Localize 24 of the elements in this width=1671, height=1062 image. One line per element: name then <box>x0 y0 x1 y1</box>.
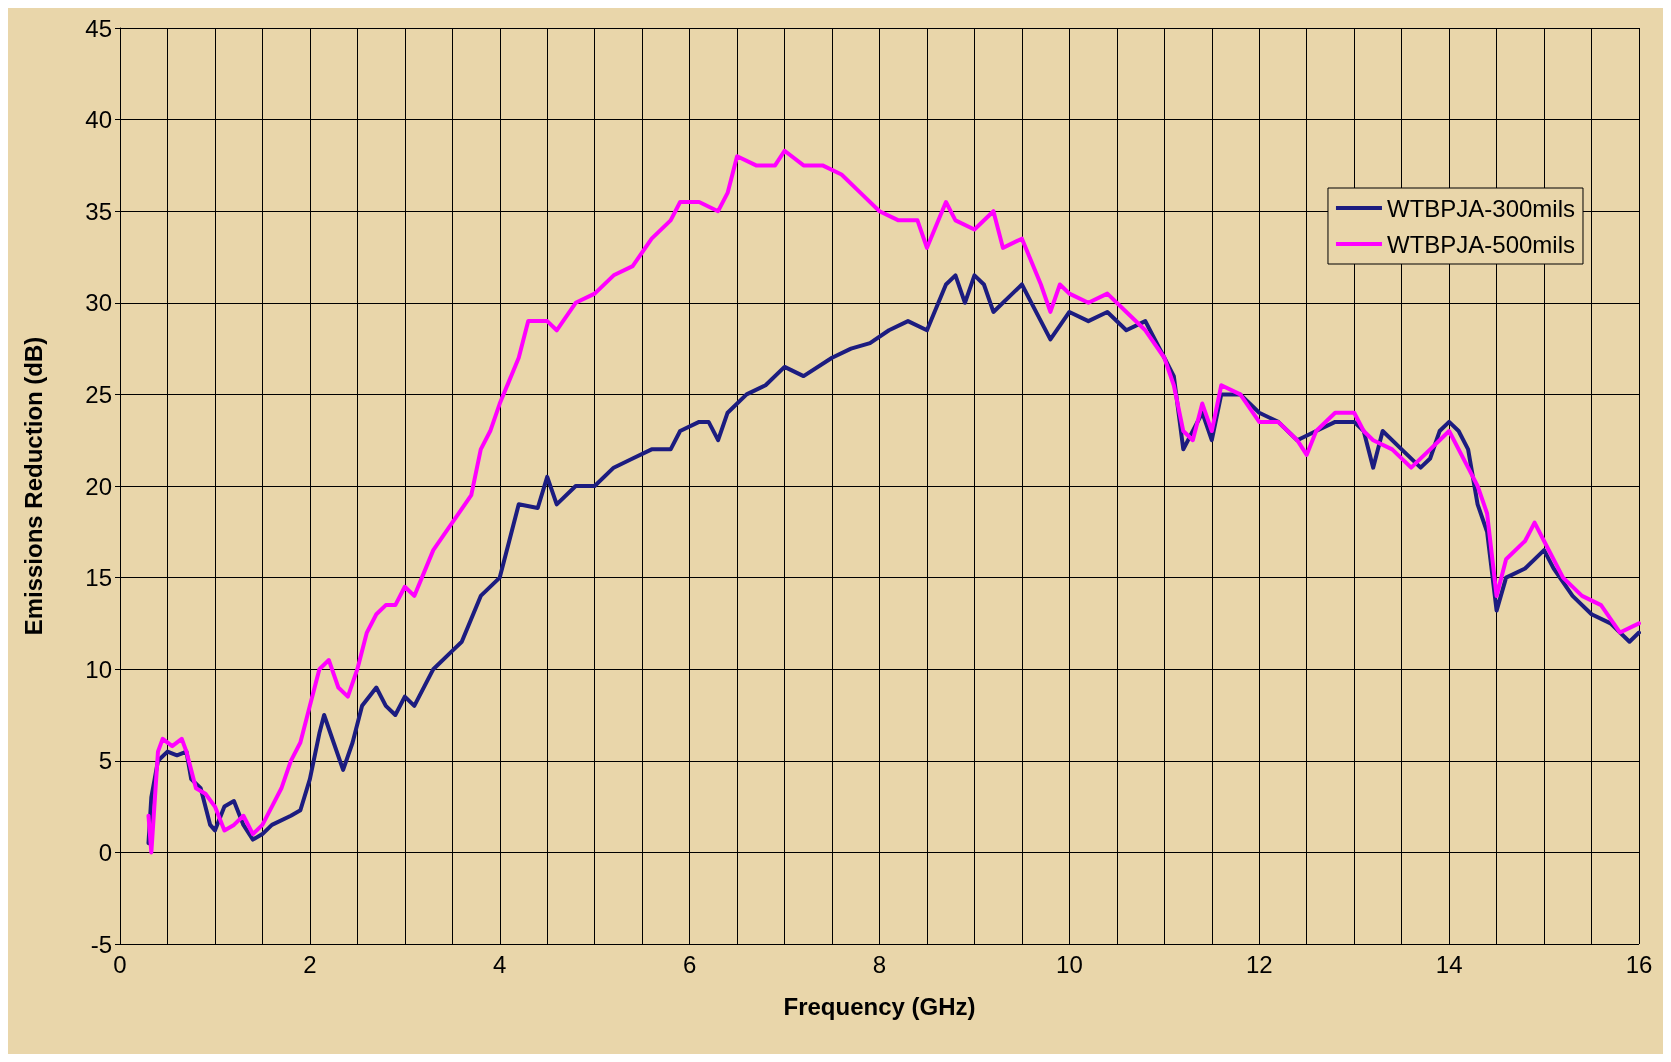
y-tick-label: 35 <box>85 197 112 225</box>
y-tick-label: 30 <box>85 289 112 317</box>
x-tick-label: 10 <box>1056 950 1083 978</box>
y-tick-label: -5 <box>90 930 112 958</box>
x-tick-label: 6 <box>682 950 697 978</box>
x-tick-label: 2 <box>303 950 317 978</box>
y-tick-label: 10 <box>85 655 112 683</box>
x-tick-label: 8 <box>872 950 887 978</box>
y-tick-label: 20 <box>85 472 112 500</box>
line-series <box>146 148 1641 855</box>
y-tick-label: 45 <box>85 14 112 42</box>
legend-label: WTBPJA-500mils <box>1386 230 1575 258</box>
y-tick-label: 15 <box>85 564 112 592</box>
y-tick-label: 5 <box>98 747 112 775</box>
x-tick-label: 4 <box>493 950 507 978</box>
y-tick-label: 25 <box>85 380 112 408</box>
y-tick-label: 40 <box>85 106 112 134</box>
x-tick-label: 16 <box>1625 950 1653 978</box>
x-tick-label: 12 <box>1245 950 1273 978</box>
x-axis-title: Frequency (GHz) <box>783 992 976 1020</box>
x-tick-label: 14 <box>1435 950 1463 978</box>
y-tick-label: 0 <box>98 838 112 866</box>
legend-label: WTBPJA-300mils <box>1386 194 1575 222</box>
y-axis-title: Emissions Reduction (dB) <box>19 336 47 636</box>
